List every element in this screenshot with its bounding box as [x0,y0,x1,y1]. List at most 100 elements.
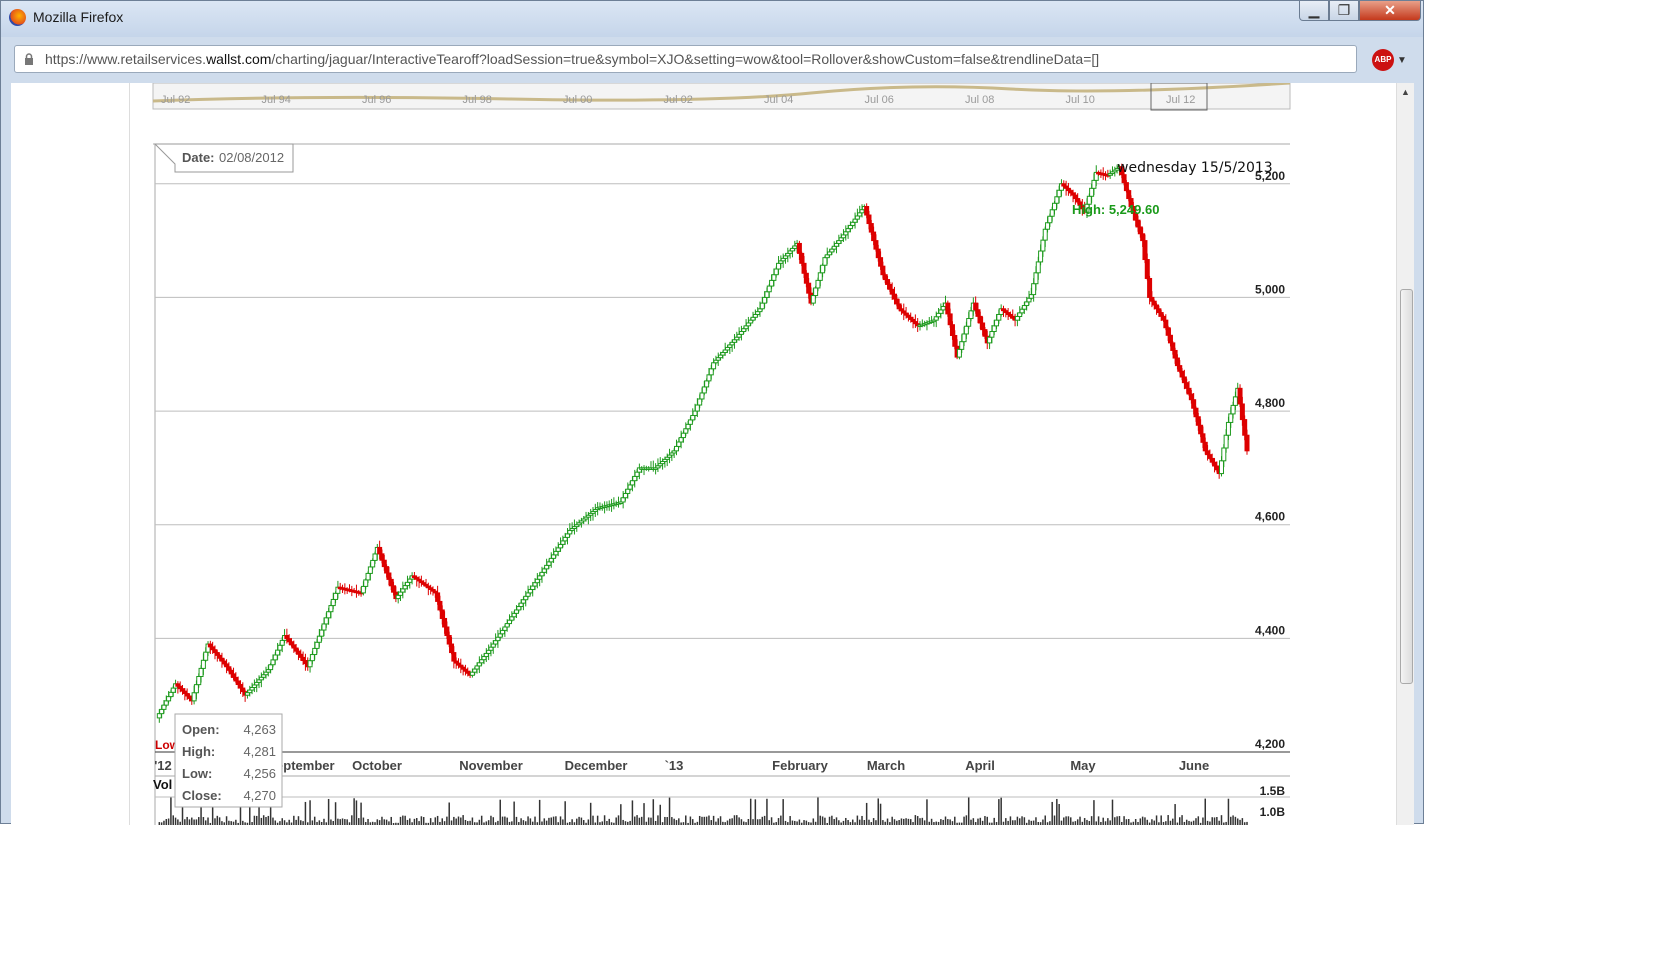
candle-up [558,543,564,549]
volume-tick-label: 1.0B [1260,805,1286,819]
x-tick-label: '12 [154,758,172,773]
candle-up [991,325,997,333]
candle-up [673,445,679,452]
chart-page [129,83,1407,825]
candle-up [564,533,570,538]
candle-down [446,635,452,645]
candle-down [1202,441,1208,452]
candle-down [1126,190,1132,200]
candle-up [319,629,325,637]
candle-down [977,315,983,324]
candle-up [553,550,559,556]
candle-down [1147,277,1153,298]
candle-down [1198,424,1204,435]
candle-down [237,684,243,689]
candle-up [1035,261,1041,274]
candle-down [982,329,988,337]
candle-up [191,692,197,702]
minimize-button[interactable]: ▁ [1299,1,1329,21]
candle-up [161,704,167,710]
candle-up [537,575,543,580]
candle-down [875,248,881,259]
candle-up [314,641,320,649]
candle-down [947,313,953,326]
vertical-scrollbar[interactable]: ▲ [1396,83,1414,825]
candle-up [1047,215,1053,224]
x-tick-label: `13 [665,758,684,773]
candle-up [516,606,522,611]
tooltip-label: Close: [182,788,222,803]
candle-down [444,626,450,637]
candle-up [1218,460,1224,475]
candle-up [1225,421,1231,436]
tooltip-value: 4,270 [243,788,276,803]
adblock-dropdown-icon[interactable]: ▼ [1397,55,1407,66]
ohlc-tooltip [174,713,283,808]
candle-up [502,626,508,631]
scrollbar-thumb[interactable] [1400,289,1413,684]
close-button[interactable]: ✕ [1359,1,1421,21]
candle-down [1186,387,1192,395]
candle-down [1195,416,1201,426]
candle-up [309,654,315,662]
candle-up [963,325,969,335]
maximize-button[interactable]: ❐ [1329,1,1359,21]
candle-up [270,659,276,666]
url-domain: wallst.com [206,51,272,67]
candle-down [391,585,397,593]
candle-down [878,257,884,267]
candle-up [1038,250,1044,263]
candle-down [891,293,897,300]
candle-down [1174,357,1180,367]
candle-up [203,651,209,661]
candle-up [493,640,499,645]
candle-down [864,206,870,216]
navigator-label: Jul 06 [865,94,894,106]
candle-up [168,691,174,698]
address-bar[interactable]: https://www.retailservices.wallst.com/ch… [14,45,1357,73]
candle-up [966,318,972,327]
candle-up [307,660,313,668]
candle-down [1184,382,1190,389]
scroll-up-icon[interactable]: ▲ [1401,87,1410,97]
candle-up [708,368,714,376]
x-tick-label: March [867,758,905,773]
y-tick-label: 4,600 [1255,510,1285,524]
candle-down [1212,461,1218,467]
candle-up [680,432,686,439]
candle-up [527,588,533,594]
candle-up [1054,196,1060,204]
candle-down [1135,219,1141,228]
candle-up [277,644,283,651]
candle-down [1140,233,1146,242]
candle-down [1191,399,1197,409]
candle-up [940,306,946,311]
candle-up [551,554,557,559]
candle-up [370,559,376,568]
candle-up [762,296,768,304]
candle-up [961,333,967,343]
candle-up [1045,222,1051,230]
candle-up [683,428,689,434]
candle-down [388,578,394,587]
adblock-icon[interactable]: ABP [1372,49,1394,71]
candle-up [1049,209,1055,217]
candle-down [1137,226,1143,235]
candle-down [894,298,900,305]
candle-up [697,398,703,406]
candle-up [196,676,202,686]
candle-down [1244,434,1250,452]
candle-down [228,669,234,675]
candle-up [1221,447,1227,462]
candle-down [866,214,872,225]
candle-up [1228,413,1234,423]
x-tick-label: October [352,758,402,773]
y-tick-label: 4,200 [1255,737,1285,751]
candle-up [560,540,566,545]
candle-down [381,559,387,568]
tooltip-value: 4,256 [243,766,276,781]
candle-up [701,386,707,394]
candle-up [198,667,204,678]
candle-down [1123,182,1129,192]
candle-up [1040,239,1046,252]
